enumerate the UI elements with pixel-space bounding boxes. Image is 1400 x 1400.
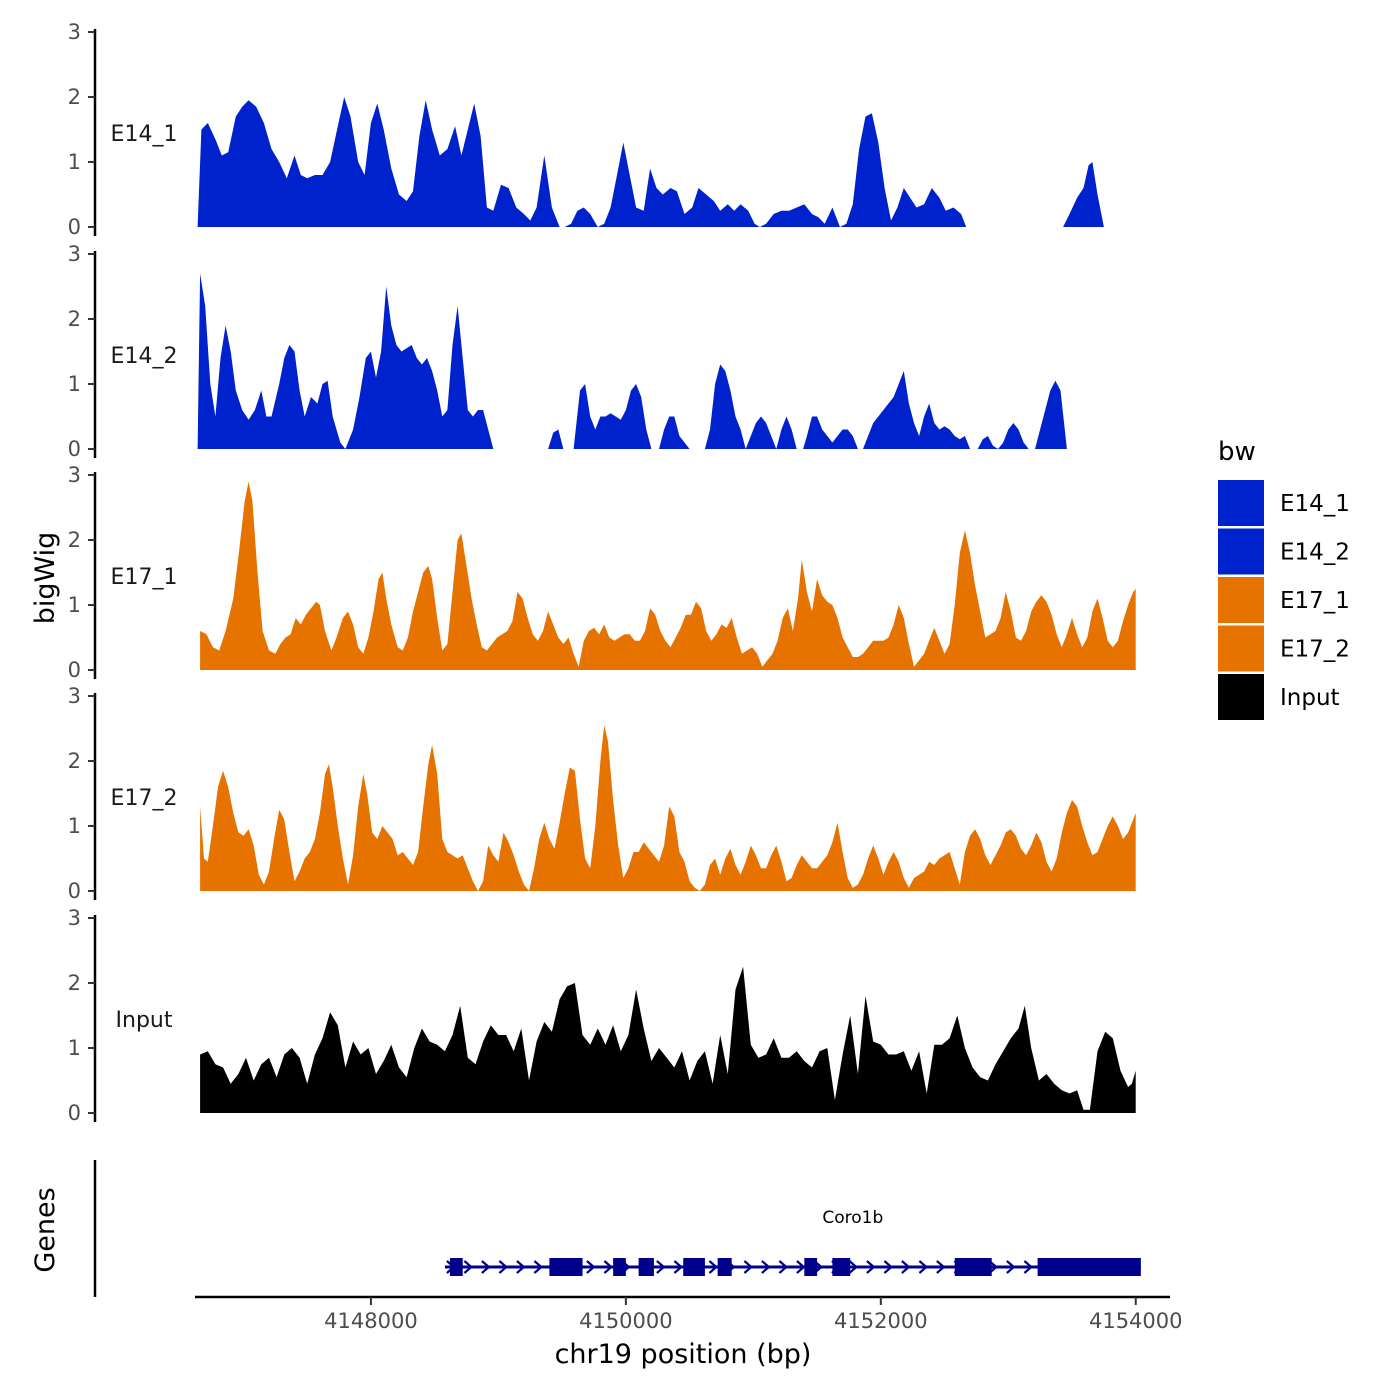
legend-label: E17_2	[1280, 637, 1350, 663]
legend-label: E17_1	[1280, 588, 1350, 614]
track-area-E14_2	[197, 273, 1067, 449]
track-label: Input	[116, 1008, 173, 1033]
gene-exon	[717, 1258, 732, 1276]
track-E17_2: 0 1 2 3 E17_2	[68, 684, 1136, 903]
legend-swatch	[1218, 480, 1264, 526]
legend-item-E14_1: E14_1	[1218, 480, 1350, 526]
strand-arrow	[1006, 1260, 1016, 1274]
gene-exon	[613, 1258, 626, 1276]
tracks-layer: 0 1 2 3 E14_1 0 1 2 3 E14_2 0 1 2 3 E17_1 0 1 2 3 E17_2 0 1 2 3…	[68, 20, 1136, 1125]
strand-arrow	[918, 1260, 929, 1274]
x-tick-label: 4152000	[834, 1309, 928, 1333]
gene-exon	[804, 1258, 818, 1276]
gene-Coro1b: Coro1b	[444, 1208, 1141, 1276]
x-tick-label: 4150000	[579, 1309, 673, 1333]
legend-item-E14_2: E14_2	[1218, 528, 1350, 575]
legend: bw E14_1 E14_2 E17_1 E17_2 Input	[1218, 437, 1350, 720]
strand-arrow	[673, 1260, 684, 1274]
strand-arrow	[656, 1260, 666, 1274]
gene-exon	[1037, 1258, 1141, 1276]
legend-item-Input: Input	[1218, 674, 1340, 720]
y-axis-title: bigWig	[30, 532, 61, 625]
y-tick-label: 2	[68, 971, 81, 995]
legend-label: E14_1	[1280, 491, 1350, 517]
legend-label: E14_2	[1280, 540, 1350, 566]
strand-arrow	[586, 1260, 596, 1274]
y-tick-label: 3	[68, 684, 81, 708]
track-area-E17_2	[200, 725, 1136, 891]
strand-arrow	[516, 1260, 526, 1274]
y-tick-label: 3	[68, 242, 81, 266]
y-tick-label: 0	[68, 215, 81, 239]
y-tick-label: 2	[68, 528, 81, 552]
gene-exon	[954, 1258, 992, 1276]
strand-arrow	[498, 1260, 509, 1274]
strand-arrow	[1023, 1260, 1034, 1274]
y-tick-label: 2	[68, 85, 81, 109]
track-E17_1: 0 1 2 3 E17_1	[68, 463, 1136, 682]
strand-arrow	[603, 1260, 614, 1274]
track-Input: 0 1 2 3 Input	[68, 906, 1136, 1125]
y-tick-label: 1	[68, 372, 81, 396]
genes-axis-title: Genes	[30, 1187, 61, 1272]
track-E14_1: 0 1 2 3 E14_1	[68, 20, 1104, 239]
y-tick-label: 2	[68, 307, 81, 331]
track-E14_2: 0 1 2 3 E14_2	[68, 242, 1067, 461]
gene-exon	[638, 1258, 654, 1276]
y-tick-label: 3	[68, 906, 81, 930]
y-tick-label: 3	[68, 463, 81, 487]
x-axis: 4148000 4150000 4152000 4154000	[195, 1295, 1183, 1333]
strand-arrow	[866, 1260, 876, 1274]
legend-title: bw	[1218, 437, 1256, 467]
genes-layer: Coro1b	[93, 1160, 1141, 1297]
legend-swatch	[1218, 577, 1264, 623]
strand-arrow	[936, 1260, 946, 1274]
track-label: E14_2	[111, 344, 178, 369]
gene-exon	[549, 1258, 583, 1276]
legend-swatch	[1218, 528, 1264, 575]
gene-exon	[683, 1258, 705, 1276]
legend-swatch	[1218, 625, 1264, 672]
track-area-E14_1	[197, 97, 1104, 227]
y-tick-label: 0	[68, 879, 81, 903]
y-tick-label: 1	[68, 150, 81, 174]
x-tick-label: 4148000	[324, 1309, 418, 1333]
gene-name-label: Coro1b	[822, 1208, 883, 1228]
strand-arrow	[708, 1260, 719, 1274]
strand-arrow	[848, 1260, 859, 1274]
strand-arrow	[883, 1260, 894, 1274]
track-area-Input	[200, 966, 1136, 1113]
strand-arrow	[901, 1260, 911, 1274]
gene-exon	[832, 1258, 851, 1276]
strand-arrow	[761, 1260, 771, 1274]
track-label: E17_1	[111, 565, 178, 590]
y-tick-label: 0	[68, 437, 81, 461]
track-label: E14_1	[111, 122, 178, 147]
gene-exon	[449, 1258, 463, 1276]
track-label: E17_2	[111, 786, 178, 811]
strand-arrow	[533, 1260, 544, 1274]
y-tick-label: 1	[68, 814, 81, 838]
legend-swatch	[1218, 674, 1264, 720]
strand-arrow	[463, 1260, 474, 1274]
x-axis-title: chr19 position (bp)	[555, 1339, 812, 1370]
y-tick-label: 1	[68, 1036, 81, 1060]
y-tick-label: 0	[68, 1101, 81, 1125]
strand-arrow	[481, 1260, 491, 1274]
strand-arrow	[778, 1260, 789, 1274]
strand-arrow	[796, 1260, 806, 1274]
legend-item-E17_1: E17_1	[1218, 577, 1350, 623]
y-tick-label: 3	[68, 20, 81, 44]
legend-item-E17_2: E17_2	[1218, 625, 1350, 672]
x-tick-label: 4154000	[1089, 1309, 1183, 1333]
y-tick-label: 2	[68, 749, 81, 773]
track-area-E17_1	[200, 481, 1136, 670]
y-tick-label: 1	[68, 593, 81, 617]
y-tick-label: 0	[68, 658, 81, 682]
strand-arrow	[743, 1260, 754, 1274]
legend-label: Input	[1280, 685, 1340, 711]
